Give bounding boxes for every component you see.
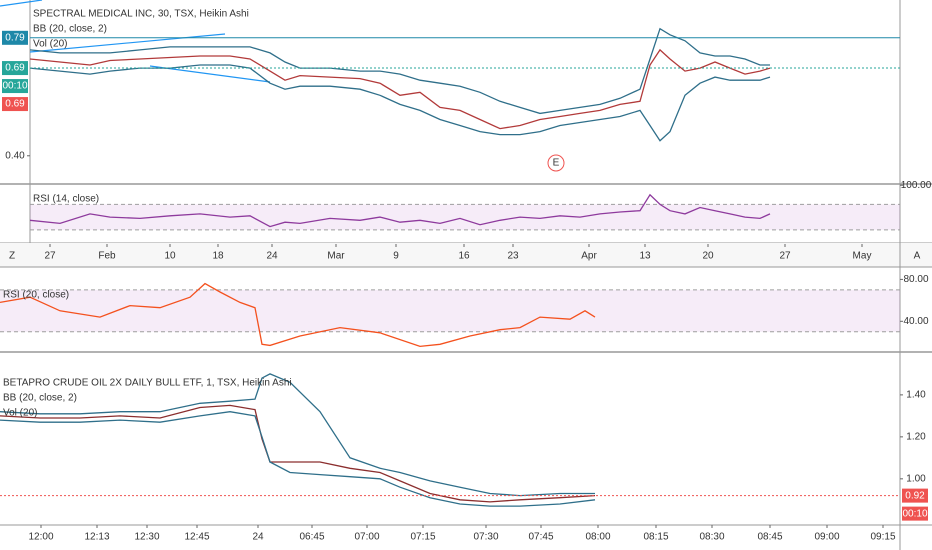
x-tick-label: 07:15 [410, 532, 435, 543]
date-axis [0, 243, 932, 267]
x-tick-label: 08:30 [699, 532, 724, 543]
y-tick-label: 1.20 [906, 431, 926, 442]
chart-title: SPECTRAL MEDICAL INC, 30, TSX, Heikin As… [33, 9, 249, 20]
x-tick-label: 24 [252, 532, 264, 543]
series-line [0, 404, 596, 503]
x-tick-label: Apr [581, 251, 597, 262]
x-tick-label: 23 [507, 251, 519, 262]
price-marker [902, 506, 928, 521]
price-marker [902, 488, 928, 503]
x-tick-label: 08:15 [643, 532, 668, 543]
price-marker-label: 0.92 [905, 490, 925, 501]
scale-button[interactable]: Z [9, 251, 15, 262]
indicator-label: Vol (20) [3, 408, 37, 419]
price-marker-label: 0.69 [5, 63, 25, 74]
event-label: E [553, 158, 560, 169]
y-tick-label: 1.40 [906, 390, 926, 401]
x-tick-label: 27 [44, 251, 56, 262]
series-line [30, 193, 771, 228]
rsi-band [30, 204, 900, 230]
x-tick-label: 09:00 [814, 532, 839, 543]
x-tick-label: May [853, 251, 872, 262]
trendline [0, 0, 43, 7]
x-tick-label: 09:15 [870, 532, 895, 543]
pane [0, 282, 900, 348]
series-line [0, 282, 596, 348]
x-tick-label: 06:45 [299, 532, 324, 543]
x-tick-label: 27 [779, 251, 791, 262]
x-tick-label: 10 [164, 251, 176, 262]
price-marker-label: 0.69 [5, 99, 25, 110]
series-line [0, 411, 596, 507]
indicator-label: BB (20, close, 2) [3, 393, 77, 404]
pane [30, 193, 900, 231]
x-tick-label: 16 [458, 251, 470, 262]
x-tick-label: 12:30 [134, 532, 159, 543]
scale-button[interactable]: A [914, 251, 921, 262]
y-tick-label: 1.00 [906, 473, 926, 484]
price-marker [2, 61, 28, 76]
x-tick-label: Feb [98, 251, 116, 262]
x-tick-label: 08:00 [585, 532, 610, 543]
x-tick-label: Mar [327, 251, 345, 262]
y-tick-label: 0.40 [5, 150, 25, 161]
price-marker-label: 0.79 [5, 32, 25, 43]
y-tick-label: 80.00 [903, 274, 928, 285]
series-line [30, 48, 771, 130]
chart-title: BETAPRO CRUDE OIL 2X DAILY BULL ETF, 1, … [3, 378, 292, 389]
chart-title: RSI (20, close) [3, 290, 69, 301]
series-line [0, 373, 595, 497]
price-marker-label: 00:10 [902, 508, 927, 519]
chart-title: RSI (14, close) [33, 194, 99, 205]
price-marker [2, 79, 28, 94]
pane [0, 373, 596, 507]
series-line [30, 64, 771, 142]
x-tick-label: 07:45 [528, 532, 553, 543]
x-tick-label: 20 [702, 251, 714, 262]
x-tick-label: 07:30 [473, 532, 498, 543]
y-tick-label: 100.00 [901, 180, 932, 191]
trendline [29, 33, 226, 53]
x-tick-label: 12:00 [28, 532, 53, 543]
x-tick-label: 24 [266, 251, 278, 262]
x-tick-label: 12:13 [84, 532, 109, 543]
x-tick-label: 18 [212, 251, 224, 262]
x-tick-label: 08:45 [757, 532, 782, 543]
event-marker [547, 154, 565, 172]
series-line [30, 27, 770, 115]
x-tick-label: 13 [639, 251, 651, 262]
price-marker [2, 30, 28, 45]
price-marker-label: 00:10 [2, 81, 27, 92]
rsi-band [0, 289, 900, 332]
x-tick-label: 12:45 [184, 532, 209, 543]
indicator-label: BB (20, close, 2) [33, 24, 107, 35]
x-tick-label: 07:00 [354, 532, 379, 543]
pane [30, 27, 771, 142]
price-marker [2, 97, 28, 112]
indicator-label: Vol (20) [33, 39, 67, 50]
x-tick-label: 9 [393, 251, 399, 262]
y-tick-label: 40.00 [903, 316, 928, 327]
